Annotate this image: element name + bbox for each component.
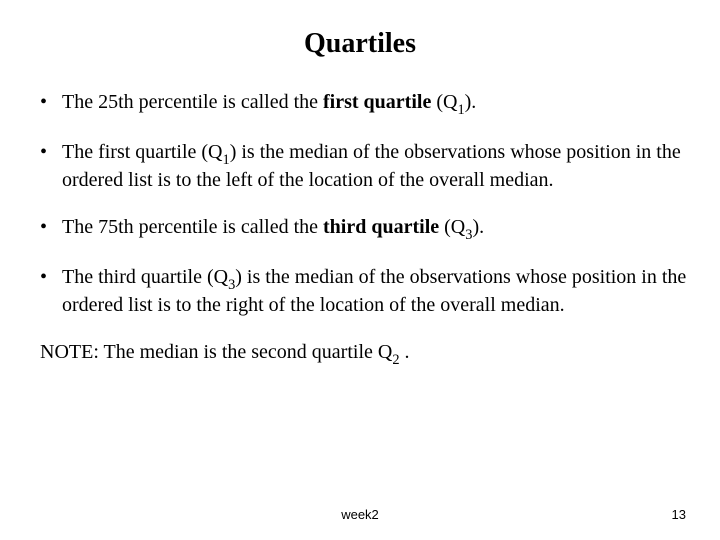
note-sub: 2 xyxy=(392,352,399,368)
bullet-3: The 75th percentile is called the third … xyxy=(40,215,690,243)
slide: Quartiles The 25th percentile is called … xyxy=(0,0,720,540)
bullet-3-sub: 3 xyxy=(465,227,472,243)
bullet-3-pre: The 75th percentile is called the xyxy=(62,216,323,238)
bullet-list: The 25th percentile is called the first … xyxy=(30,90,690,318)
bullet-1-pre: The 25th percentile is called the xyxy=(62,91,323,113)
page-number: 13 xyxy=(672,507,686,522)
bullet-4-pre: The third quartile (Q xyxy=(62,266,228,288)
note-line: NOTE: The median is the second quartile … xyxy=(30,340,690,368)
bullet-1-tail: ). xyxy=(465,91,477,113)
bullet-3-bold: third quartile xyxy=(323,216,439,238)
bullet-3-tail: ). xyxy=(472,216,484,238)
slide-title: Quartiles xyxy=(30,28,690,60)
note-pre: NOTE: The median is the second quartile … xyxy=(40,341,392,363)
bullet-2-pre: The first quartile (Q xyxy=(62,141,223,163)
bullet-2: The first quartile (Q1) is the median of… xyxy=(40,140,690,193)
note-post: . xyxy=(400,341,410,363)
bullet-1-bold: first quartile xyxy=(323,91,431,113)
bullet-1: The 25th percentile is called the first … xyxy=(40,90,690,118)
bullet-4: The third quartile (Q3) is the median of… xyxy=(40,265,690,318)
bullet-1-sub: 1 xyxy=(457,102,464,118)
bullet-3-post: (Q xyxy=(439,216,465,238)
bullet-4-sub: 3 xyxy=(228,277,235,293)
bullet-1-post: (Q xyxy=(431,91,457,113)
bullet-2-sub: 1 xyxy=(223,152,230,168)
footer-center: week2 xyxy=(0,507,720,522)
